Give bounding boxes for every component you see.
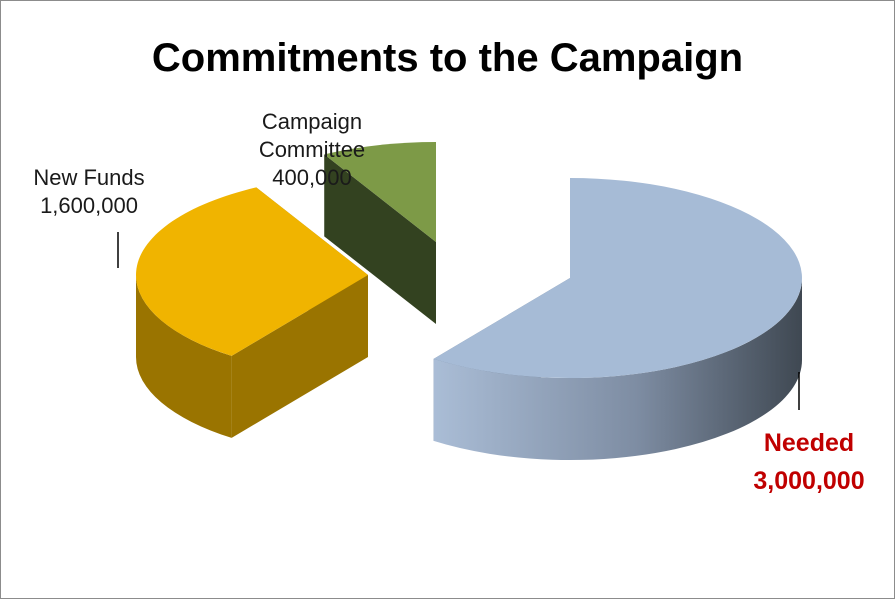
category-label-needed: Needed (763, 429, 855, 457)
pie-slice-needed (433, 178, 803, 460)
data-label-campaign-committee: Campaign Committee 400,000 (222, 108, 402, 192)
pie-top-campaign-committee (324, 142, 436, 242)
value-label-new-funds: 1,600,000 (40, 193, 138, 218)
pie-top-needed (433, 178, 803, 379)
pie-wall-new-funds (136, 275, 232, 438)
value-label-needed: 3,000,000 (753, 467, 865, 495)
pie-side-face-campaign-committee (324, 154, 436, 324)
data-label-needed: Needed 3,000,000 (728, 424, 890, 500)
pie-slice-new-funds (136, 187, 368, 438)
category-label-new-funds: New Funds (33, 165, 145, 190)
pie-wall-needed (433, 278, 802, 460)
pie-slice-campaign-committee (324, 142, 436, 324)
data-label-new-funds: New Funds 1,600,000 (0, 164, 178, 220)
pie-top-new-funds (136, 187, 368, 356)
category-label-campaign-line2: Committee (258, 137, 366, 162)
value-label-campaign-committee: 400,000 (272, 165, 352, 190)
chart-title: Commitments to the Campaign (151, 36, 744, 80)
category-label-campaign-line1: Campaign (261, 109, 363, 134)
